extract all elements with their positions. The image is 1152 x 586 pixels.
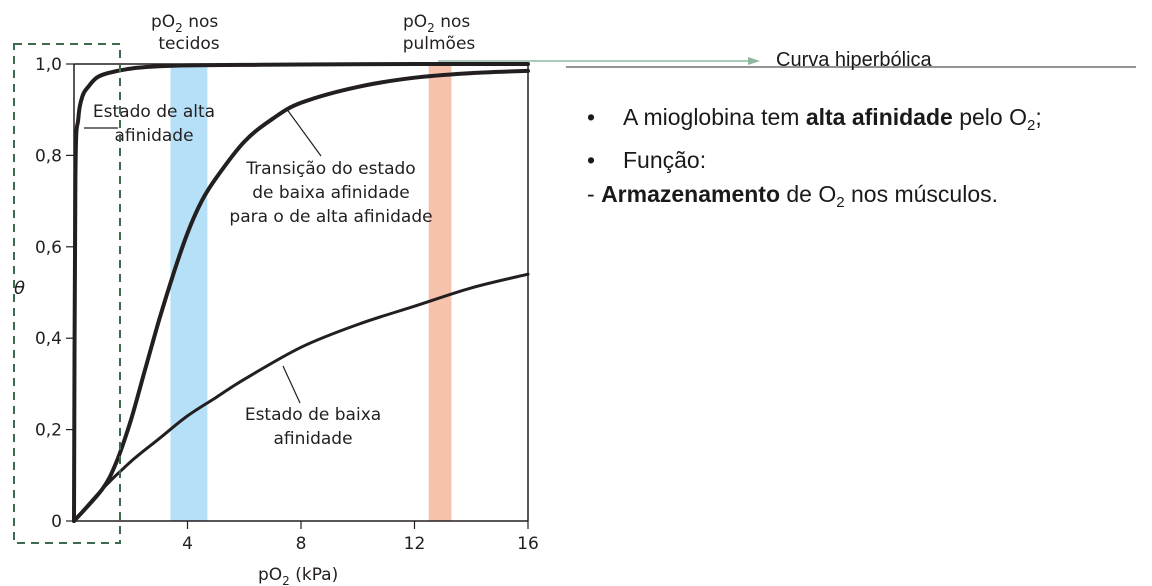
y-tick-label: 0,6 <box>35 238 62 258</box>
curve-high-affinity <box>72 61 530 523</box>
callout-label: Curva hiperbólica <box>776 49 933 71</box>
bullet-affinity: • A mioglobina tem alta afinidade pelo O… <box>587 100 1147 143</box>
leader-baixa <box>282 365 301 404</box>
y-axis-label: θ <box>14 278 25 299</box>
y-tick-label: 0,8 <box>35 146 62 166</box>
annotation-tecidos: tecidos <box>158 34 219 54</box>
bullet-dot: • <box>587 104 596 130</box>
x-tick-label: 16 <box>517 534 539 554</box>
bullet-function: • Função: <box>587 143 1147 177</box>
annotation-alta-1: Estado de alta <box>93 102 215 122</box>
dashed-highlight-box <box>13 43 121 544</box>
y-tick-label: 0 <box>51 512 62 532</box>
bullet-function-text: Função: <box>623 147 707 173</box>
y-tick-label: 1,0 <box>35 55 62 75</box>
bullet-affinity-text: A mioglobina tem alta afinidade pelo O2; <box>623 104 1042 134</box>
po2-band-1 <box>428 64 452 521</box>
annotation-transicao-1: Transição do estado <box>245 159 415 179</box>
annotation-alta-2: afinidade <box>114 126 193 146</box>
bullet-dot: • <box>587 147 596 173</box>
po2-band-0 <box>170 64 208 521</box>
x-tick-label: 8 <box>296 534 307 554</box>
annotation-transicao-2: de baixa afinidade <box>252 183 410 203</box>
x-axis-label: pO2 (kPa) <box>258 565 338 586</box>
annotation-baixa-2: afinidade <box>273 429 352 449</box>
annotation-po2-tecidos: pO2 nos <box>151 12 218 35</box>
x-tick-label: 12 <box>404 534 426 554</box>
annotation-pulmoes: pulmões <box>403 34 476 54</box>
annotation-baixa-1: Estado de baixa <box>245 405 381 425</box>
y-tick-label: 0,2 <box>35 421 62 441</box>
curve-low-affinity <box>72 272 530 523</box>
annotation-transicao-3: para o de alta afinidade <box>229 207 432 227</box>
y-tick-label: 0,4 <box>35 329 62 349</box>
curve-transition <box>72 68 530 523</box>
callout-arrowhead-icon <box>748 57 760 65</box>
curves <box>72 61 530 523</box>
annotation-po2-pulmoes: pO2 nos <box>403 12 470 35</box>
side-text-block: • A mioglobina tem alta afinidade pelo O… <box>587 100 1147 220</box>
x-tick-label: 4 <box>182 534 193 554</box>
axis-ticks: 0 0,2 0,4 0,6 0,8 1,0 4 8 12 16 <box>35 55 539 554</box>
leader-transicao <box>285 107 322 157</box>
po2-bands <box>170 64 452 521</box>
storage-line: - Armazenamento de O2 nos músculos. <box>587 181 999 211</box>
